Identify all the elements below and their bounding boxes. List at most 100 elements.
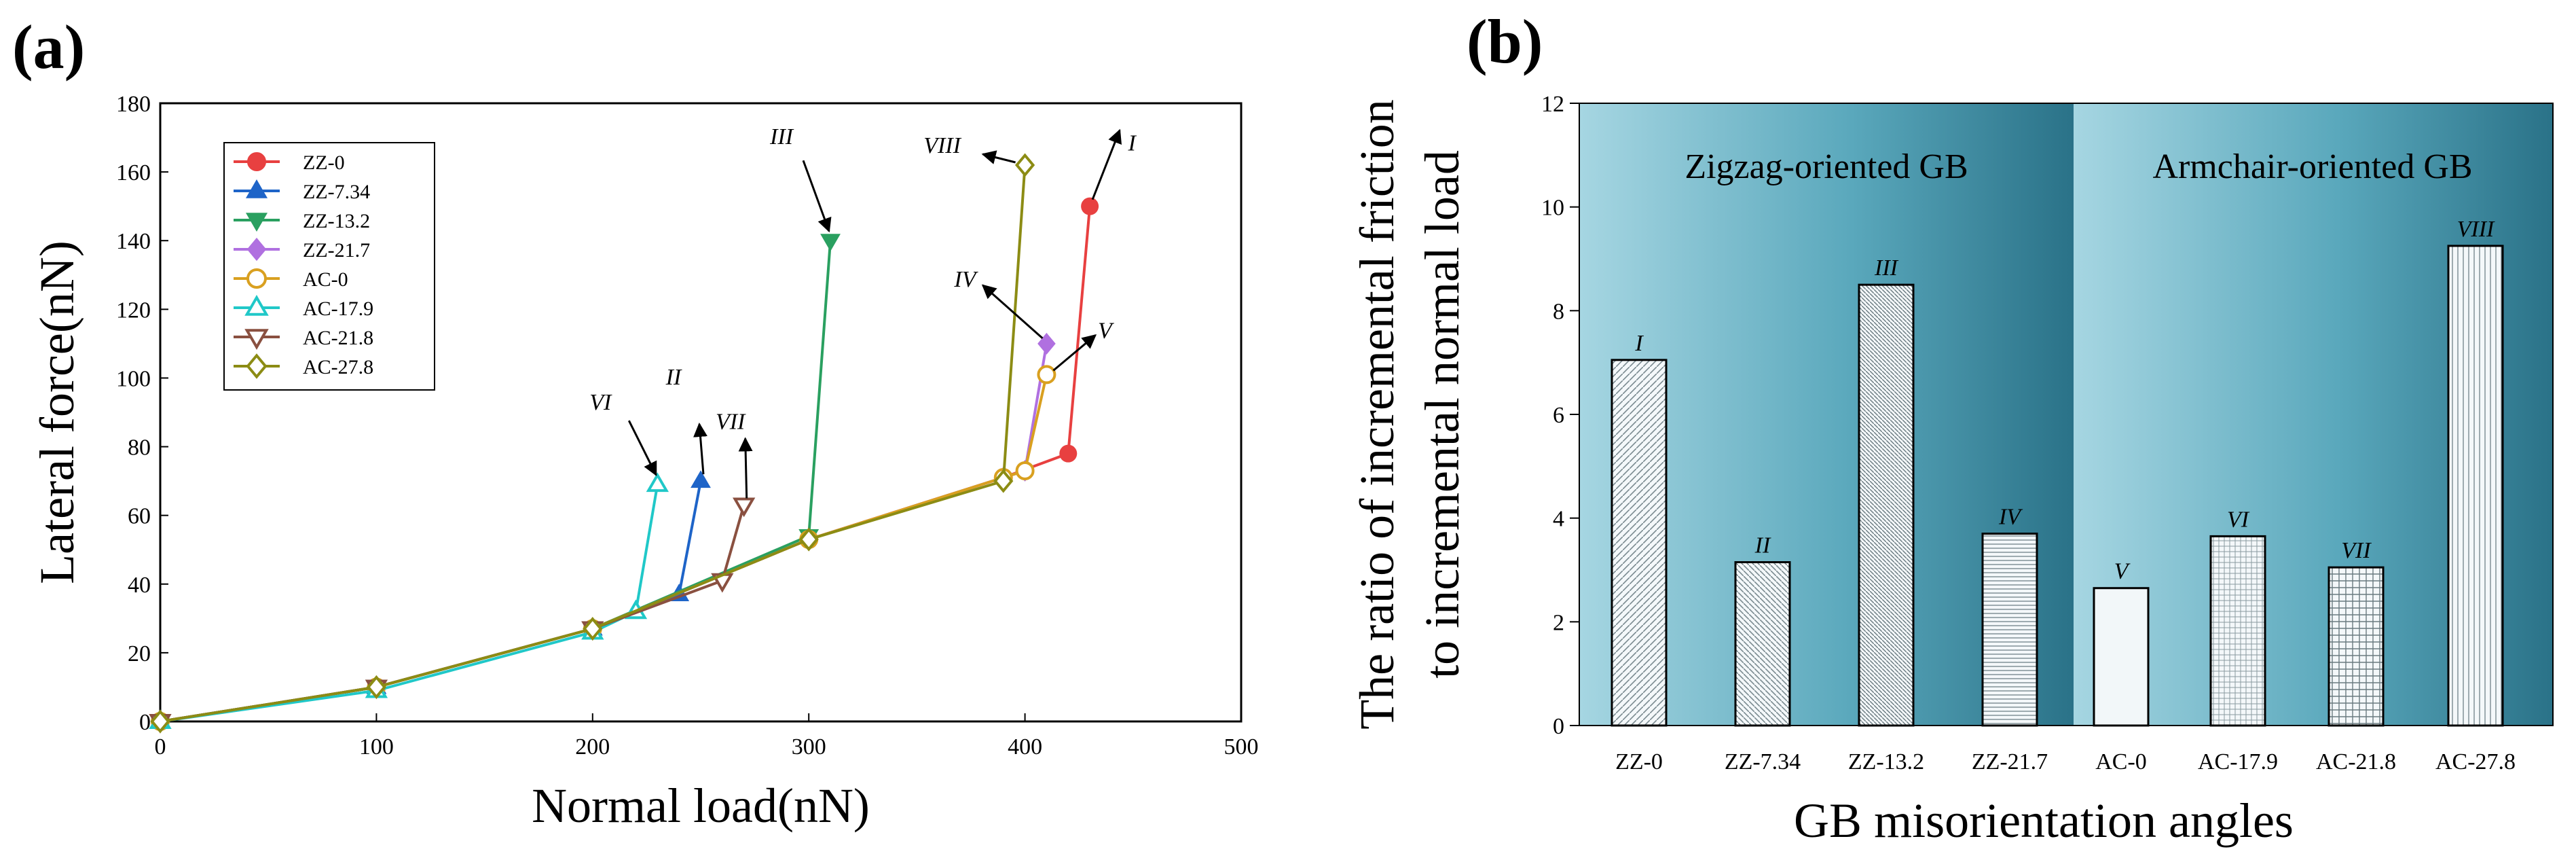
y-tick-label: 6 <box>1553 403 1564 428</box>
legend-marker <box>246 353 268 379</box>
legend-label: AC-17.9 <box>303 298 373 320</box>
annotation-label: IV <box>953 267 978 292</box>
y-tick-label: 4 <box>1553 507 1564 532</box>
annotation-label: II <box>665 365 682 390</box>
y-tick-label: 12 <box>1541 92 1564 117</box>
x-tick-label: 300 <box>792 734 826 759</box>
data-point <box>583 616 603 641</box>
annotation-arrow <box>738 437 753 499</box>
x-category-label: AC-21.8 <box>2316 749 2396 774</box>
annotation-label: I <box>1127 131 1137 156</box>
annotation-arrow <box>981 150 1016 164</box>
series-line <box>160 504 746 723</box>
bar-label: VIII <box>2457 217 2495 242</box>
x-category-label: ZZ-13.2 <box>1848 749 1924 774</box>
plot-a-frame <box>159 102 1243 723</box>
y-tick-label: 2 <box>1553 610 1564 635</box>
bar-label: III <box>1874 255 1899 281</box>
x-category-label: ZZ-21.7 <box>1972 749 2048 774</box>
legend-marker <box>244 329 269 350</box>
x-tick-label: 0 <box>155 734 166 759</box>
x-category-label: AC-27.8 <box>2435 749 2516 774</box>
x-axis-a-title: Normal load(nN) <box>532 779 870 833</box>
annotation-arrow <box>627 420 657 477</box>
legend-marker <box>245 213 268 232</box>
bar-ZZ-21.7 <box>1981 533 2038 727</box>
y-tick-label: 140 <box>116 229 151 254</box>
y-axis-b-title-line2: to incremental normal load <box>1415 150 1469 679</box>
y-tick-label: 180 <box>116 92 151 117</box>
y-tick-label: 40 <box>128 573 151 598</box>
legend-marker <box>244 295 269 316</box>
y-axis-a: 0 20 40 60 80 100 120 140 160 180 <box>116 92 168 735</box>
annotation-arrow <box>981 284 1044 340</box>
annotation-arrow <box>1052 334 1097 372</box>
legend-label: ZZ-13.2 <box>303 210 370 232</box>
y-tick-label: 160 <box>116 160 151 185</box>
data-point <box>798 527 819 552</box>
series-AC-0 <box>151 365 1056 731</box>
data-point <box>1014 153 1035 177</box>
x-tick-label: 400 <box>1008 734 1042 759</box>
annotation-arrow <box>1091 128 1122 200</box>
data-point <box>1015 461 1035 480</box>
bar-ZZ-0 <box>1611 359 1668 727</box>
bar-AC-0 <box>2093 587 2150 727</box>
series-line <box>160 164 1027 723</box>
data-point <box>646 472 669 493</box>
bar-ZZ-7.34 <box>1734 561 1791 727</box>
series-a <box>149 153 1099 734</box>
data-point <box>1081 197 1099 215</box>
legend-label: ZZ-21.7 <box>303 239 370 262</box>
data-point <box>993 469 1014 493</box>
y-tick-label: 10 <box>1541 196 1564 221</box>
x-category-label: ZZ-0 <box>1615 749 1663 774</box>
bar-AC-21.8 <box>2327 566 2385 727</box>
data-point <box>1037 365 1056 385</box>
annotation-arrow <box>693 423 707 475</box>
y-tick-label: 8 <box>1553 299 1564 324</box>
y-axis-b-title-line1: The ratio of incremental friction <box>1350 99 1404 730</box>
y-tick-label: 20 <box>128 641 151 666</box>
legend-label: AC-0 <box>303 268 348 291</box>
legend-marker <box>246 237 267 262</box>
x-tick-label: 100 <box>359 734 394 759</box>
legend-marker <box>247 152 266 171</box>
series-line <box>160 374 1048 723</box>
bar-AC-17.9 <box>2209 535 2266 727</box>
panel-a-label: (a) <box>12 12 85 82</box>
legend-marker <box>246 268 267 289</box>
annotation-arrow <box>802 160 832 233</box>
legend-marker <box>245 179 268 198</box>
data-point <box>733 497 756 518</box>
bar-ZZ-13.2 <box>1858 283 1915 727</box>
annotation-label: III <box>769 124 794 149</box>
bar-label: I <box>1634 331 1644 356</box>
bar-label: VII <box>2341 538 2372 563</box>
bar-label: VI <box>2227 507 2250 532</box>
y-axis-b: 0 2 4 6 8 10 12 <box>1541 92 1579 739</box>
bar-label: II <box>1754 533 1771 558</box>
y-axis-a-title: Lateral force(nN) <box>30 240 84 584</box>
data-point <box>1059 444 1078 463</box>
annotation-label: VII <box>716 410 746 435</box>
series-line <box>160 480 702 723</box>
y-tick-label: 0 <box>1553 714 1564 739</box>
series-ZZ-7.34 <box>150 470 711 728</box>
panel-b: (b) Zigzag-oriented GB Armchair-oriented… <box>1350 7 2554 848</box>
y-tick-label: 0 <box>139 710 151 735</box>
data-point <box>1037 332 1056 355</box>
data-point <box>150 709 170 734</box>
bar-AC-27.8 <box>2447 245 2504 727</box>
legend-label: ZZ-0 <box>303 151 345 174</box>
x-axis-b: ZZ-0 ZZ-7.34 ZZ-13.2 ZZ-21.7 AC-0 AC-17.9 AC-2… <box>1615 749 2516 774</box>
data-point <box>820 234 841 252</box>
zigzag-region-title: Zigzag-oriented GB <box>1685 147 1968 186</box>
annotation-label: VIII <box>923 133 961 158</box>
bar-label: IV <box>1998 505 2023 530</box>
y-tick-label: 60 <box>128 504 151 529</box>
data-point <box>691 470 711 488</box>
annotation-label: VI <box>589 390 612 415</box>
